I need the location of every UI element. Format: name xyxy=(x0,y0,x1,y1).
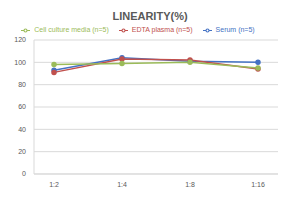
html-text:Serum (n=5): Serum (n=5) xyxy=(215,26,255,34)
svg-text:60: 60 xyxy=(18,103,26,110)
svg-text:20: 20 xyxy=(18,148,26,155)
svg-text:40: 40 xyxy=(18,126,26,133)
svg-text:1:16: 1:16 xyxy=(251,181,265,188)
svg-text:100: 100 xyxy=(14,59,26,66)
svg-text:1:2: 1:2 xyxy=(49,181,59,188)
svg-text:120: 120 xyxy=(14,36,26,43)
html-text:EDTA plasma (n=5): EDTA plasma (n=5) xyxy=(131,26,193,34)
svg-text:1:4: 1:4 xyxy=(117,181,127,188)
html-text:LINEARITY(%): LINEARITY(%) xyxy=(112,10,188,22)
html-text:Cell culture media (n=5): Cell culture media (n=5) xyxy=(34,26,109,34)
svg-text:1:8: 1:8 xyxy=(185,181,195,188)
svg-text:0: 0 xyxy=(22,170,26,177)
svg-text:80: 80 xyxy=(18,81,26,88)
